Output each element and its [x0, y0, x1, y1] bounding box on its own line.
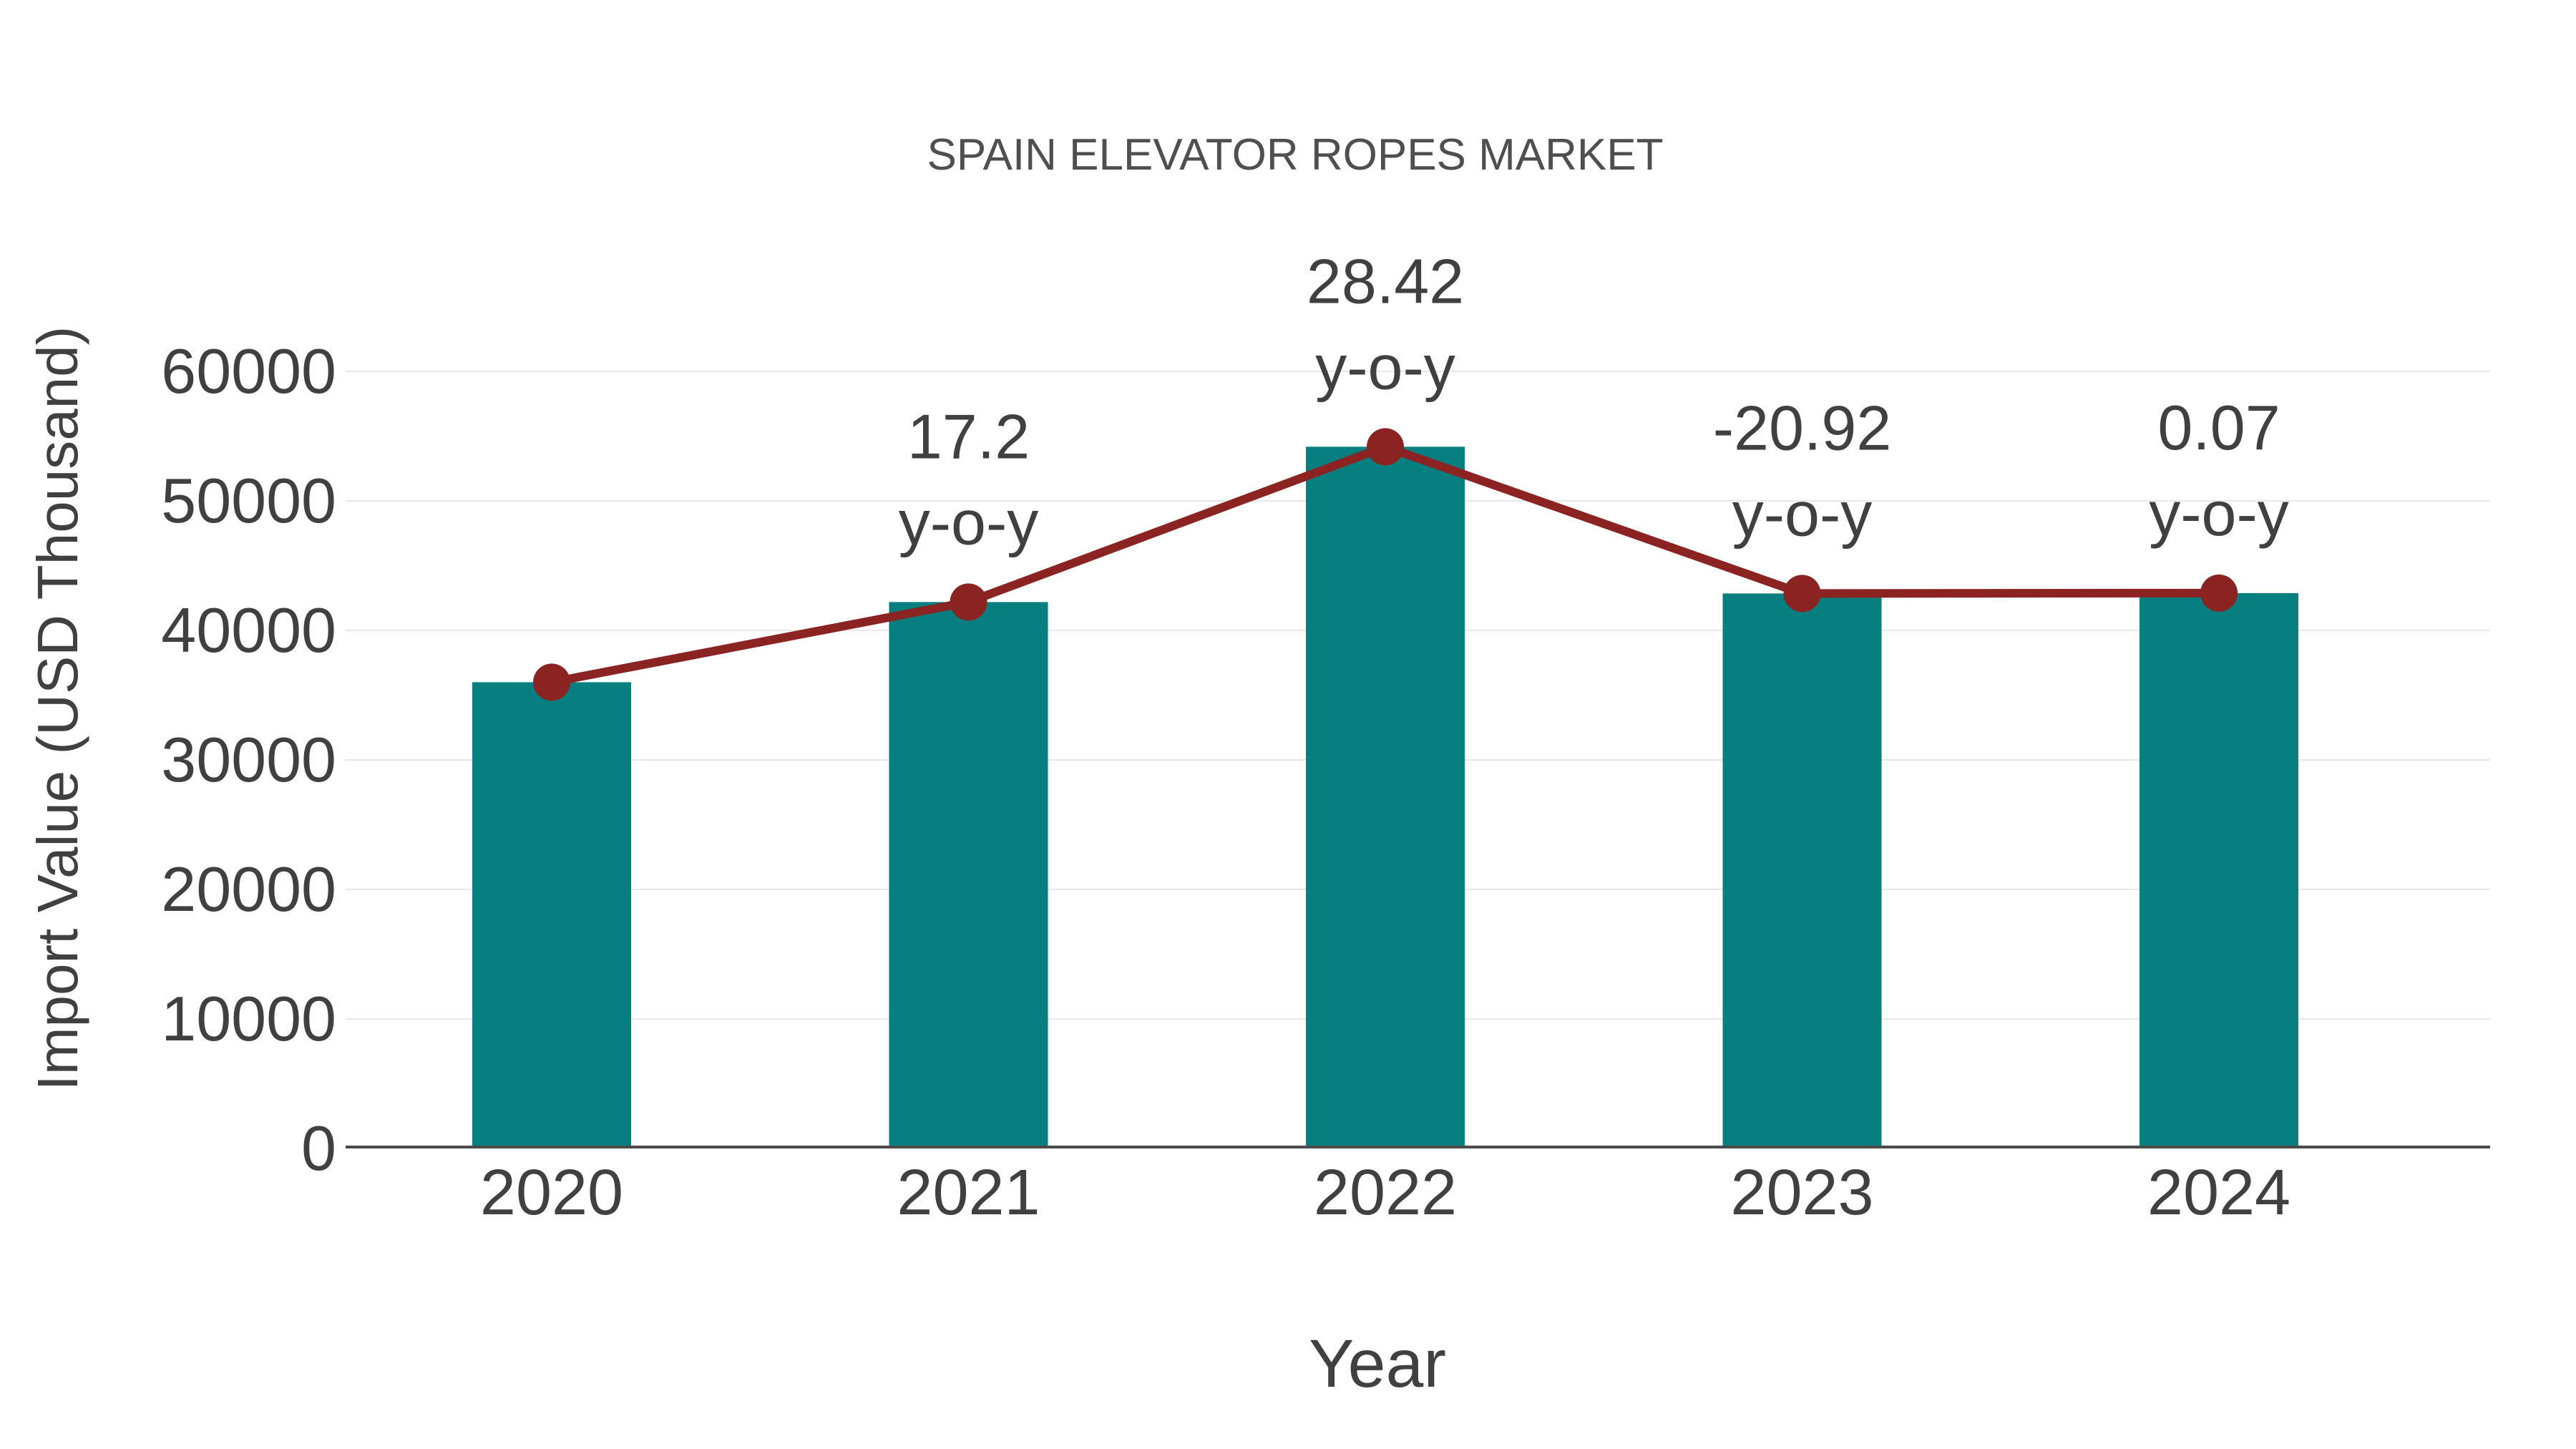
bar-2021 — [889, 602, 1048, 1148]
x-axis-title: Year — [1309, 1326, 1446, 1402]
y-tick-label-60000: 60000 — [161, 336, 336, 406]
bar-2023 — [1722, 593, 1882, 1148]
annotation-value-2023: -20.92 — [1713, 392, 1892, 463]
annotation-value-2024: 0.07 — [2157, 392, 2280, 463]
annotation-suffix-2023: y-o-y — [1732, 478, 1873, 549]
y-tick-label-40000: 40000 — [161, 595, 336, 665]
y-tick-label-0: 0 — [301, 1113, 336, 1184]
marker-2024 — [2200, 574, 2238, 612]
y-tick-labels: 0 10000 20000 30000 40000 50000 60000 — [161, 336, 336, 1184]
marker-2022 — [1367, 428, 1404, 466]
y-tick-label-30000: 30000 — [161, 724, 336, 795]
x-tick-label-2024: 2024 — [2147, 1157, 2290, 1229]
annotation-value-2021: 17.2 — [907, 401, 1030, 472]
trend-line-group — [533, 428, 2238, 701]
annotation-suffix-2024: y-o-y — [2149, 478, 2289, 549]
annotations: 17.2 y-o-y 28.42 y-o-y -20.92 y-o-y 0.07 y-o-y — [899, 245, 2289, 557]
x-tick-label-2023: 2023 — [1730, 1157, 1873, 1229]
x-tick-label-2022: 2022 — [1314, 1157, 1457, 1229]
x-tick-label-2021: 2021 — [897, 1157, 1040, 1229]
y-axis-title: Import Value (USD Thousand) — [26, 326, 89, 1091]
chart-title: SPAIN ELEVATOR ROPES MARKET — [927, 130, 1664, 180]
bars — [472, 447, 2298, 1148]
x-tick-labels: 2020 2021 2022 2023 2024 — [480, 1157, 2290, 1229]
marker-2021 — [950, 583, 987, 621]
bar-2022 — [1306, 447, 1465, 1148]
marker-2020 — [533, 663, 570, 701]
annotation-suffix-2021: y-o-y — [899, 487, 1039, 557]
bar-2020 — [472, 682, 631, 1148]
marker-2023 — [1783, 575, 1821, 613]
bar-2024 — [2140, 592, 2298, 1148]
y-tick-label-20000: 20000 — [161, 854, 336, 924]
y-tick-label-50000: 50000 — [161, 465, 336, 536]
annotation-value-2022: 28.42 — [1307, 245, 1464, 316]
x-tick-label-2020: 2020 — [480, 1157, 623, 1229]
annotation-suffix-2022: y-o-y — [1315, 331, 1455, 402]
y-tick-label-10000: 10000 — [161, 983, 336, 1054]
